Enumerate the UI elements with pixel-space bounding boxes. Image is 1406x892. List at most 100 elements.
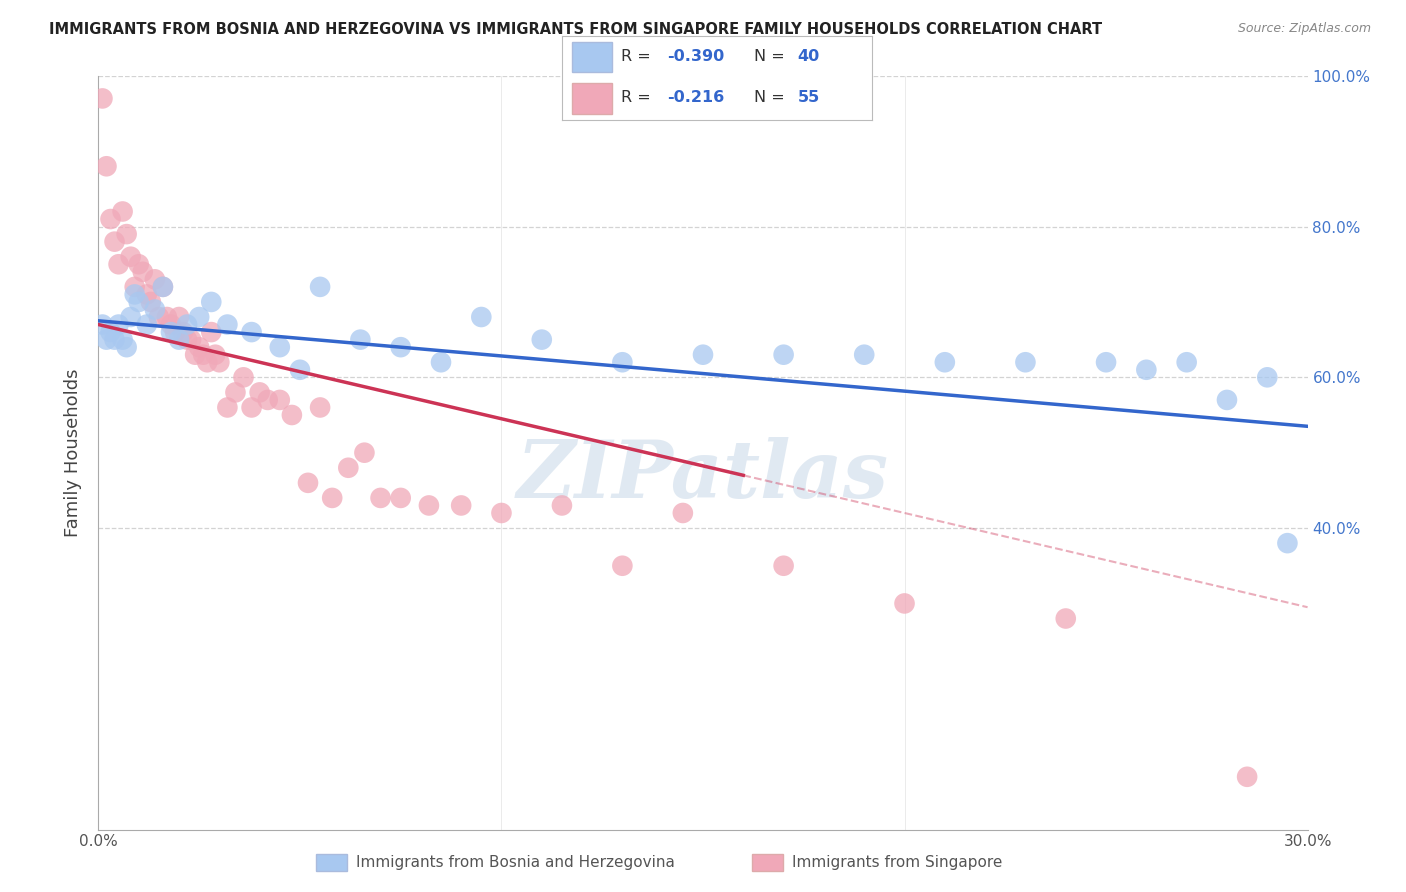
Text: Immigrants from Bosnia and Herzegovina: Immigrants from Bosnia and Herzegovina bbox=[356, 855, 675, 870]
Point bbox=[188, 310, 211, 324]
Point bbox=[217, 401, 239, 415]
Point bbox=[1175, 355, 1198, 369]
Text: ZIPatlas: ZIPatlas bbox=[517, 436, 889, 514]
Point bbox=[672, 506, 695, 520]
Text: 40: 40 bbox=[797, 48, 820, 63]
Point bbox=[200, 325, 222, 339]
Point bbox=[470, 310, 492, 324]
Point bbox=[309, 280, 332, 294]
Point bbox=[180, 333, 202, 347]
Point bbox=[135, 287, 157, 301]
Point bbox=[132, 265, 155, 279]
Point bbox=[128, 294, 150, 310]
Point bbox=[128, 257, 150, 271]
Point bbox=[107, 257, 129, 271]
Point bbox=[167, 310, 190, 324]
Point bbox=[370, 491, 392, 505]
Point bbox=[135, 318, 157, 332]
Text: R =: R = bbox=[621, 90, 657, 105]
Point bbox=[893, 596, 915, 610]
Point bbox=[120, 310, 142, 324]
Point bbox=[96, 333, 118, 347]
Point bbox=[450, 499, 472, 513]
Point bbox=[224, 385, 246, 400]
Point bbox=[156, 310, 179, 324]
Point bbox=[256, 392, 278, 407]
Point bbox=[152, 280, 174, 294]
Point bbox=[103, 235, 125, 249]
Point bbox=[163, 325, 186, 339]
Point bbox=[100, 212, 122, 227]
Point bbox=[240, 325, 263, 339]
Point bbox=[204, 348, 226, 362]
Point bbox=[115, 340, 138, 354]
Point bbox=[1256, 370, 1278, 384]
Point bbox=[100, 325, 122, 339]
Text: -0.216: -0.216 bbox=[668, 90, 725, 105]
Point bbox=[124, 287, 146, 301]
Point bbox=[240, 401, 263, 415]
Point bbox=[491, 506, 513, 520]
Point bbox=[91, 318, 114, 332]
Point bbox=[148, 310, 170, 324]
Point bbox=[200, 294, 222, 310]
Point bbox=[1095, 355, 1118, 369]
Text: R =: R = bbox=[621, 48, 657, 63]
Point bbox=[143, 272, 166, 286]
Point bbox=[349, 333, 371, 347]
Point bbox=[530, 333, 553, 347]
Point bbox=[176, 318, 198, 332]
Point bbox=[188, 340, 211, 354]
Point bbox=[160, 318, 183, 332]
Point bbox=[152, 280, 174, 294]
Point bbox=[107, 318, 129, 332]
Point bbox=[160, 325, 183, 339]
Point bbox=[167, 333, 190, 347]
Point bbox=[934, 355, 956, 369]
Point bbox=[115, 227, 138, 241]
Point bbox=[389, 491, 412, 505]
Point bbox=[337, 460, 360, 475]
Point bbox=[418, 499, 440, 513]
Point bbox=[172, 325, 194, 339]
Point bbox=[96, 159, 118, 173]
FancyBboxPatch shape bbox=[572, 83, 612, 113]
Point bbox=[249, 385, 271, 400]
Point bbox=[1216, 392, 1239, 407]
Point bbox=[1236, 770, 1258, 784]
Text: Source: ZipAtlas.com: Source: ZipAtlas.com bbox=[1237, 22, 1371, 36]
Point bbox=[184, 348, 207, 362]
Point bbox=[772, 558, 794, 573]
Point bbox=[176, 333, 198, 347]
Point bbox=[692, 348, 714, 362]
Text: -0.390: -0.390 bbox=[668, 48, 725, 63]
Point bbox=[195, 355, 218, 369]
Text: IMMIGRANTS FROM BOSNIA AND HERZEGOVINA VS IMMIGRANTS FROM SINGAPORE FAMILY HOUSE: IMMIGRANTS FROM BOSNIA AND HERZEGOVINA V… bbox=[49, 22, 1102, 37]
Point bbox=[297, 475, 319, 490]
Point bbox=[321, 491, 343, 505]
Point bbox=[853, 348, 876, 362]
Point bbox=[143, 302, 166, 317]
Point bbox=[772, 348, 794, 362]
Point bbox=[269, 392, 291, 407]
Point bbox=[281, 408, 304, 422]
Point bbox=[111, 204, 134, 219]
Point bbox=[612, 355, 634, 369]
Point bbox=[120, 250, 142, 264]
Point bbox=[1135, 363, 1157, 377]
Point bbox=[1277, 536, 1299, 550]
Point bbox=[551, 499, 574, 513]
Text: Immigrants from Singapore: Immigrants from Singapore bbox=[792, 855, 1002, 870]
Point bbox=[309, 401, 332, 415]
Point bbox=[111, 333, 134, 347]
Point bbox=[91, 91, 114, 105]
Point bbox=[430, 355, 453, 369]
Y-axis label: Family Households: Family Households bbox=[65, 368, 83, 537]
Point bbox=[389, 340, 412, 354]
Text: N =: N = bbox=[754, 48, 790, 63]
Text: N =: N = bbox=[754, 90, 790, 105]
Point bbox=[217, 318, 239, 332]
Point bbox=[139, 294, 162, 310]
Point bbox=[208, 355, 231, 369]
FancyBboxPatch shape bbox=[572, 42, 612, 72]
